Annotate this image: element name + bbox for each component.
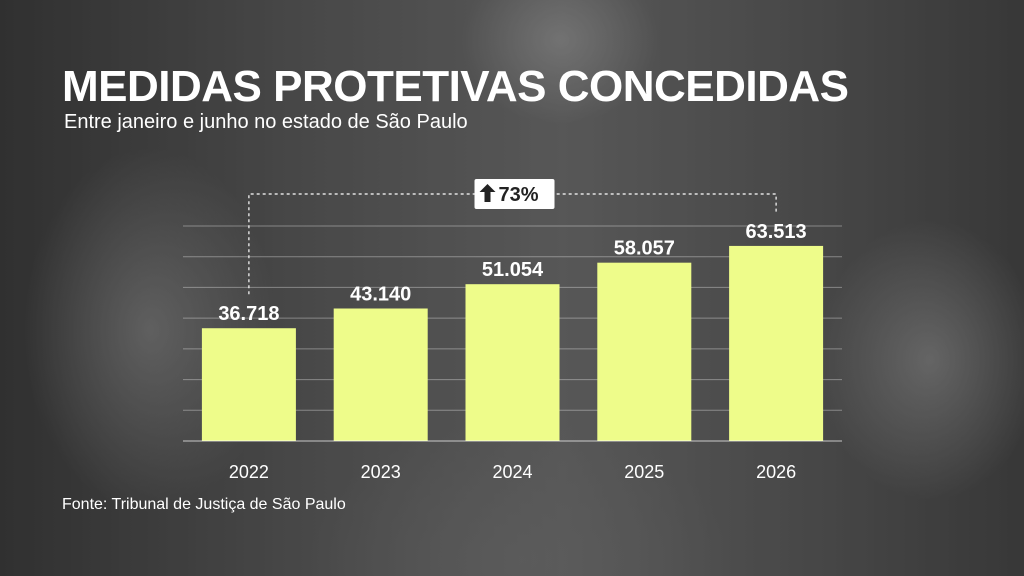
growth-annotation: 73% bbox=[248, 179, 777, 295]
value-label-2023: 43.140 bbox=[350, 283, 411, 305]
bar-2025 bbox=[597, 262, 692, 441]
chart-subtitle: Entre janeiro e junho no estado de São P… bbox=[64, 111, 468, 133]
value-label-2025: 58.057 bbox=[614, 238, 675, 260]
bar-2023 bbox=[333, 308, 428, 441]
x-tick-2023: 2023 bbox=[361, 462, 401, 482]
growth-badge bbox=[474, 179, 555, 209]
bar-2024 bbox=[465, 284, 560, 441]
value-label-2022: 36.718 bbox=[218, 303, 279, 325]
chart-title: MEDIDAS PROTETIVAS CONCEDIDAS bbox=[62, 62, 849, 111]
x-tick-2026: 2026 bbox=[756, 462, 796, 482]
value-label-2024: 51.054 bbox=[482, 259, 544, 281]
x-tick-2022: 2022 bbox=[229, 462, 269, 482]
value-labels: 36.718 43.140 51.054 58.057 63.513 bbox=[218, 221, 806, 325]
source-note: Fonte: Tribunal de Justiça de São Paulo bbox=[62, 496, 346, 513]
x-axis-ticks: 2022 2023 2024 2025 2026 bbox=[229, 462, 796, 482]
x-tick-2024: 2024 bbox=[492, 462, 532, 482]
x-tick-2025: 2025 bbox=[624, 462, 664, 482]
bars bbox=[201, 245, 824, 441]
arrow-up-icon bbox=[479, 184, 496, 202]
bar-2022 bbox=[201, 328, 296, 441]
bar-2026 bbox=[729, 245, 824, 441]
growth-badge-label: 73% bbox=[499, 184, 539, 206]
value-label-2026: 63.513 bbox=[746, 221, 807, 243]
annotation-bracket bbox=[248, 193, 777, 295]
